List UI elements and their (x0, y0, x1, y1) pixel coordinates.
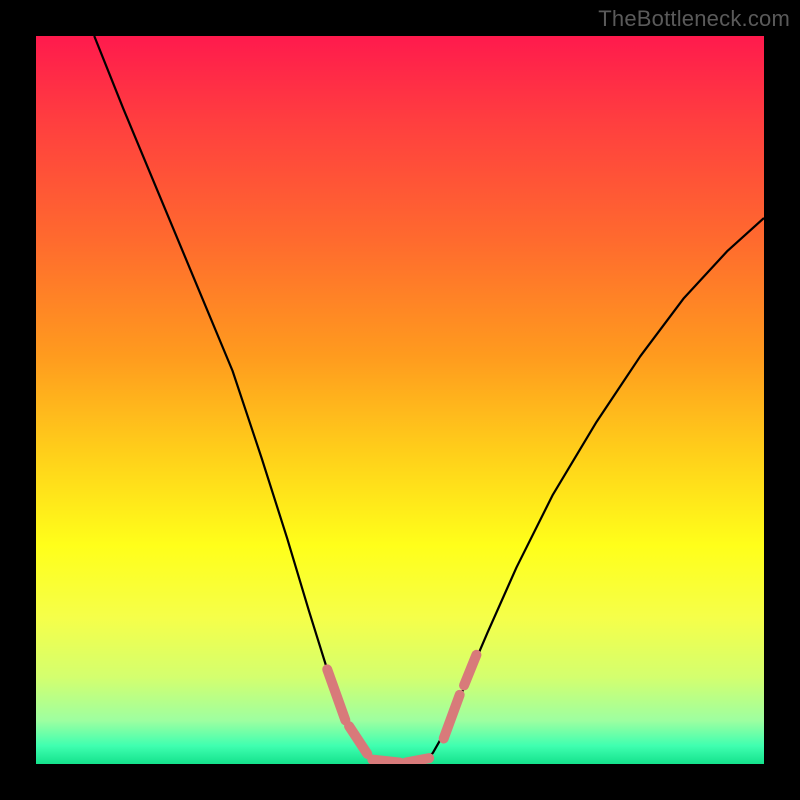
watermark-text: TheBottleneck.com (598, 6, 790, 32)
marker-group (327, 655, 476, 763)
marker-segment (327, 669, 345, 720)
marker-segment (372, 760, 400, 763)
marker-segment (406, 758, 429, 762)
marker-segment (464, 655, 476, 686)
chart-plot-area (36, 36, 764, 764)
marker-segment (444, 695, 460, 739)
marker-segment (349, 726, 367, 754)
bottleneck-curve (94, 36, 764, 763)
chart-curve-layer (36, 36, 764, 764)
